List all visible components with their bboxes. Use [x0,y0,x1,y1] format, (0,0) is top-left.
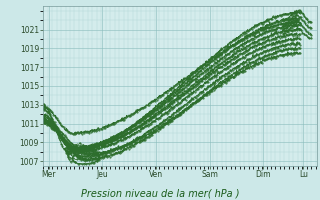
Text: Pression niveau de la mer( hPa ): Pression niveau de la mer( hPa ) [81,188,239,198]
